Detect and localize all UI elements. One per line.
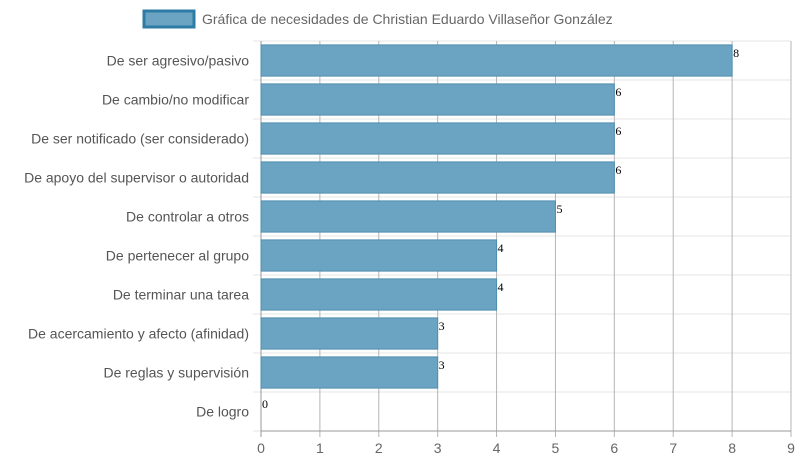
x-tick-label: 6 — [610, 440, 618, 456]
category-label: De logro — [196, 404, 249, 420]
bar[interactable] — [260, 161, 615, 194]
bar[interactable] — [260, 44, 733, 77]
bar[interactable] — [260, 122, 615, 155]
bar[interactable] — [260, 356, 439, 389]
category-label: De controlar a otros — [126, 209, 249, 225]
data-label: 6 — [615, 124, 621, 138]
data-label: 0 — [262, 397, 268, 411]
category-label: De terminar una tarea — [113, 287, 249, 303]
category-labels: De ser agresivo/pasivo De cambio/no modif… — [24, 53, 249, 420]
category-label: De apoyo del supervisor o autoridad — [24, 170, 249, 186]
x-tick-label: 2 — [375, 440, 383, 456]
data-label: 4 — [498, 280, 504, 294]
data-label: 4 — [498, 241, 504, 255]
x-axis-ticks: 0 1 2 3 4 5 6 7 8 9 — [257, 440, 795, 456]
x-tick-label: 4 — [493, 440, 501, 456]
x-tick-label: 9 — [787, 440, 795, 456]
chart-bars — [260, 44, 733, 389]
chart-legend[interactable]: Gráfica de necesidades de Christian Edua… — [142, 9, 613, 29]
data-label: 8 — [733, 46, 739, 60]
data-label: 6 — [615, 163, 621, 177]
bar[interactable] — [260, 278, 498, 311]
x-tick-label: 0 — [257, 440, 265, 456]
legend-label: Gráfica de necesidades de Christian Edua… — [202, 11, 613, 27]
x-tick-label: 5 — [552, 440, 560, 456]
bar[interactable] — [260, 317, 439, 350]
data-label: 5 — [556, 202, 562, 216]
legend-swatch — [142, 9, 196, 29]
category-label: De ser notificado (ser considerado) — [31, 131, 249, 147]
data-label: 3 — [439, 319, 445, 333]
x-tick-label: 8 — [728, 440, 736, 456]
data-label: 6 — [615, 85, 621, 99]
x-tick-label: 7 — [669, 440, 677, 456]
category-label: De acercamiento y afecto (afinidad) — [28, 326, 249, 342]
category-label: De ser agresivo/pasivo — [107, 53, 250, 69]
value-labels: 8 6 6 6 5 4 4 3 3 0 — [262, 46, 739, 411]
bar[interactable] — [260, 239, 498, 272]
x-tick-label: 1 — [316, 440, 324, 456]
bar[interactable] — [260, 200, 556, 233]
category-label: De reglas y supervisión — [103, 365, 249, 381]
x-tick-label: 3 — [434, 440, 442, 456]
bar[interactable] — [260, 83, 615, 116]
category-label: De cambio/no modificar — [102, 92, 249, 108]
data-label: 3 — [439, 358, 445, 372]
category-label: De pertenecer al grupo — [106, 248, 249, 264]
